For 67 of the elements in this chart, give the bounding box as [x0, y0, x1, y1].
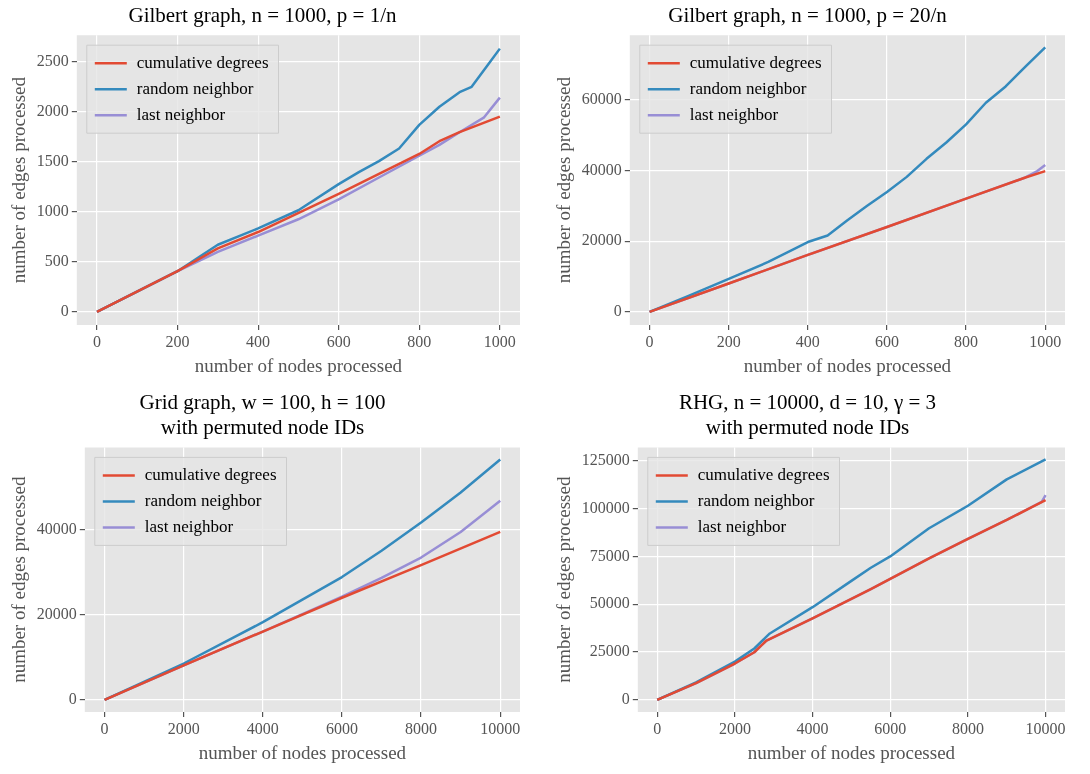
chart-title: RHG, n = 10000, d = 10, γ = 3 with permuted node IDs [678, 390, 937, 440]
chart-title: Grid graph, w = 100, h = 100 with permuted node IDs [139, 390, 386, 440]
y-tick-label: 40000 [36, 520, 77, 538]
y-tick-label: 40000 [581, 160, 622, 178]
y-tick-label: 75000 [589, 546, 630, 564]
x-tick-label: 1000 [1029, 332, 1062, 350]
x-tick-label: 800 [407, 332, 432, 350]
legend-label: last neighbor [697, 516, 787, 536]
y-tick-label: 0 [613, 302, 622, 320]
y-tick-label: 50000 [589, 594, 630, 612]
y-tick-label: 25000 [589, 642, 630, 660]
y-tick-label: 0 [621, 690, 630, 708]
chart-title: Gilbert graph, n = 1000, p = 20/n [668, 3, 948, 28]
legend-label: last neighbor [689, 104, 779, 124]
x-tick-label: 6000 [325, 719, 358, 737]
legend-label: random neighbor [136, 78, 254, 98]
chart-title: Gilbert graph, n = 1000, p = 1/n [128, 3, 398, 28]
y-tick-label: 125000 [581, 450, 630, 468]
x-tick-label: 4000 [796, 719, 829, 737]
y-tick-label: 20000 [581, 231, 622, 249]
x-axis-title: number of nodes processed [747, 741, 956, 763]
x-axis-title: number of nodes processed [743, 354, 952, 376]
x-tick-label: 2000 [718, 719, 751, 737]
x-tick-label: 400 [795, 332, 820, 350]
x-tick-label: 200 [165, 332, 190, 350]
legend-label: cumulative degrees [689, 52, 822, 72]
x-tick-label: 600 [874, 332, 899, 350]
legend-label: random neighbor [144, 490, 262, 510]
legend-label: last neighbor [144, 516, 234, 536]
y-tick-label: 60000 [581, 89, 622, 107]
x-tick-label: 800 [954, 332, 979, 350]
y-tick-label: 2500 [36, 51, 69, 69]
legend-label: cumulative degrees [136, 52, 269, 72]
x-tick-label: 8000 [951, 719, 984, 737]
y-tick-label: 100000 [581, 498, 630, 516]
x-tick-label: 0 [653, 719, 662, 737]
x-axis-title: number of nodes processed [194, 354, 403, 376]
x-tick-label: 10000 [1025, 719, 1066, 737]
x-tick-label: 400 [246, 332, 271, 350]
x-tick-label: 4000 [246, 719, 279, 737]
y-tick-label: 1500 [36, 151, 69, 169]
legend-label: random neighbor [689, 78, 807, 98]
y-axis-title: number of edges processed [8, 76, 30, 284]
y-axis-title: number of edges processed [553, 476, 575, 683]
x-tick-label: 10000 [480, 719, 521, 737]
x-tick-label: 2000 [167, 719, 200, 737]
y-tick-label: 20000 [36, 605, 77, 623]
legend-label: random neighbor [697, 490, 815, 510]
y-tick-label: 500 [44, 251, 69, 269]
legend-label: cumulative degrees [144, 464, 277, 484]
y-axis-title: number of edges processed [8, 476, 30, 683]
y-tick-label: 0 [60, 302, 69, 320]
x-tick-label: 600 [326, 332, 351, 350]
x-tick-label: 0 [645, 332, 654, 350]
legend-label: last neighbor [136, 104, 226, 124]
y-tick-label: 0 [68, 690, 77, 708]
y-tick-label: 1000 [36, 201, 69, 219]
x-tick-label: 200 [716, 332, 741, 350]
legend-label: cumulative degrees [697, 464, 830, 484]
y-tick-label: 2000 [36, 101, 69, 119]
x-tick-label: 0 [92, 332, 101, 350]
x-tick-label: 6000 [874, 719, 907, 737]
x-axis-title: number of nodes processed [198, 741, 407, 763]
y-axis-title: number of edges processed [553, 76, 575, 284]
x-tick-label: 1000 [483, 332, 516, 350]
x-tick-label: 0 [100, 719, 109, 737]
x-tick-label: 8000 [405, 719, 438, 737]
